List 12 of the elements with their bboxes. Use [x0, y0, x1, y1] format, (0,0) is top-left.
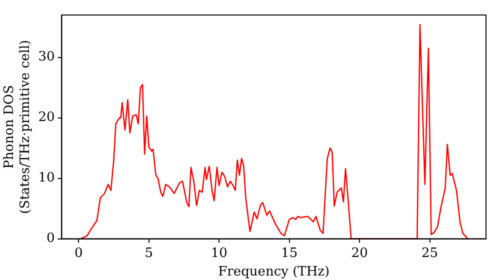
x-tick-label: 15: [281, 246, 298, 261]
x-tick-label: 25: [422, 246, 438, 261]
y-tick-label: 30: [38, 50, 55, 65]
x-tick-label: 10: [210, 246, 228, 261]
y-tick-label: 10: [38, 170, 55, 186]
y-axis-title: Phonon DOS (States/THz·primitive cell): [2, 40, 33, 214]
y-tick-label: 20: [38, 110, 55, 126]
x-axis-title: Frequency (THz): [218, 264, 330, 280]
y-tick-label: 0: [46, 231, 55, 246]
x-tick-label: 0: [74, 246, 83, 261]
x-tick-label: 5: [144, 246, 153, 261]
x-tick-label: 20: [351, 246, 368, 261]
